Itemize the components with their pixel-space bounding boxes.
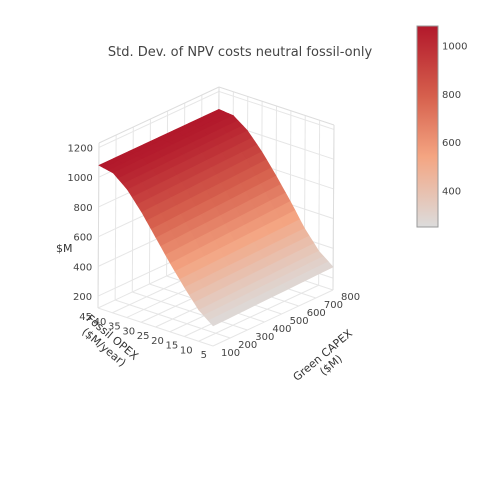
green-capex-axis-title: Green CAPEX ($M): [291, 327, 356, 384]
z-tick-label: 1200: [68, 143, 93, 154]
gridline-floor-capex: [132, 291, 248, 331]
colorbar-gradient: [416, 25, 439, 228]
box-edge: [97, 142, 100, 309]
fossil-opex-tick-label: 25: [137, 331, 150, 342]
surface-patch: [312, 261, 334, 275]
box-edge: [332, 124, 335, 291]
fossil-opex-tick-label: 10: [180, 345, 193, 356]
z-tick-label: 1000: [67, 173, 92, 184]
z-tick-label: 400: [73, 262, 92, 273]
green-capex-tick-label: 200: [238, 340, 257, 351]
green-capex-tick-label: 700: [324, 300, 343, 311]
gridline-back-z: [98, 91, 220, 148]
colorbar-tick-label: 800: [442, 90, 461, 101]
z-tick-label: 600: [73, 233, 92, 244]
fossil-opex-tick-label: 35: [108, 322, 121, 333]
fossil-opex-tick-label: 40: [94, 317, 107, 328]
colorbar-tick-label: 600: [442, 138, 461, 149]
green-capex-tick-label: 500: [290, 316, 309, 327]
green-capex-tick-label: 800: [341, 292, 360, 303]
fossil-opex-tick-label: 20: [151, 336, 164, 347]
gridline-floor-fossil: [198, 284, 319, 342]
fossil-opex-tick-label: 45: [79, 312, 92, 323]
green-capex-tick-label: 100: [221, 348, 240, 359]
box-edge: [218, 86, 335, 126]
fossil-opex-tick-label: 15: [166, 341, 179, 352]
green-capex-tick-label: 600: [307, 308, 326, 319]
chart-title: Std. Dev. of NPV costs neutral fossil-on…: [108, 45, 373, 60]
box-edge: [98, 86, 220, 144]
colorbar-tick-label: 400: [442, 187, 461, 198]
gridline-floor-fossil: [212, 289, 334, 347]
z-tick-label: 800: [74, 203, 93, 214]
fossil-opex-tick-label: 5: [201, 350, 207, 361]
colorbar-tick-label: 1000: [442, 41, 467, 52]
surface: [98, 108, 334, 327]
green-capex-tick-label: 400: [272, 324, 291, 335]
fossil-opex-tick-label: 30: [122, 326, 135, 337]
green-capex-tick-label: 300: [255, 332, 274, 343]
z-tick-label: 200: [73, 292, 92, 303]
gridline-side-z: [218, 90, 335, 130]
gridline-floor-capex: [114, 299, 231, 339]
colorbar: 400 600 800 1000: [416, 25, 467, 228]
z-axis-label: $M: [56, 242, 73, 255]
gridline-floor-capex: [97, 307, 214, 347]
